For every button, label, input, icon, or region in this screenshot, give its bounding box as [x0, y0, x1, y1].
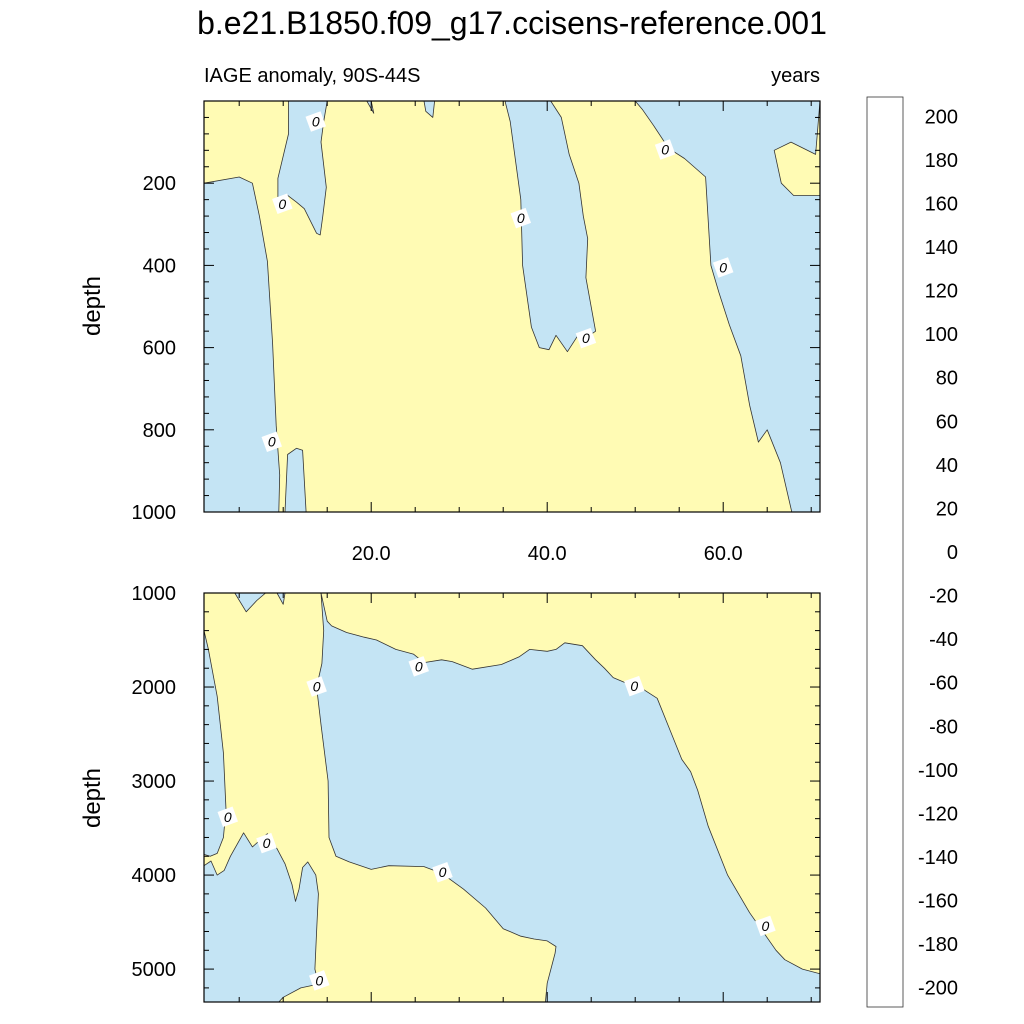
colorbar-tick-label: 120 — [925, 281, 958, 303]
colorbar-tick-label: -140 — [918, 847, 958, 869]
contour-label: 0 — [313, 679, 321, 695]
contour-label: 0 — [439, 864, 447, 880]
contour-label-box — [256, 832, 277, 854]
colorbar-tick-label: -40 — [929, 629, 958, 651]
units-label: years — [771, 65, 820, 87]
y-tick-label: 1000 — [132, 502, 177, 524]
chart-subtitle: IAGE anomaly, 90S-44S — [204, 65, 420, 87]
negative-anomaly-region — [634, 101, 820, 512]
x-tick-label: 40.0 — [528, 543, 567, 565]
contour-label: 0 — [268, 434, 276, 450]
colorbar-tick-label: -160 — [918, 891, 958, 913]
x-tick-label: 60.0 — [704, 543, 743, 565]
colorbar-tick-label: 60 — [936, 411, 958, 433]
chart-title: b.e21.B1850.f09_g17.ccisens-reference.00… — [197, 5, 827, 41]
y-tick-label: 2000 — [132, 677, 177, 699]
colorbar-frame — [866, 96, 904, 1008]
colorbar-tick-label: 100 — [925, 324, 958, 346]
plot-frame — [203, 100, 821, 513]
contour-label: 0 — [278, 196, 286, 212]
plot-frame — [203, 592, 821, 1003]
colorbar-tick-label: 200 — [925, 106, 958, 128]
contour-label-box — [510, 207, 532, 229]
contour-label: 0 — [582, 330, 590, 346]
colorbar-tick-label: -60 — [929, 673, 958, 695]
colorbar-tick-label: 180 — [925, 150, 958, 172]
colorbar-tick-label: -80 — [929, 716, 958, 738]
colorbar-tick-label: -100 — [918, 760, 958, 782]
contour-label-box — [755, 915, 776, 937]
colorbar-tick-label: 40 — [936, 455, 958, 477]
contour-label-box — [408, 656, 429, 677]
contour-label-box — [261, 431, 283, 452]
y-tick-label: 800 — [143, 420, 176, 442]
contour-label-box — [712, 257, 734, 278]
contour-label-box — [432, 861, 453, 883]
negative-anomaly-region — [366, 101, 375, 114]
colorbar-tick-label: -120 — [918, 803, 958, 825]
contour-label-box — [575, 327, 597, 349]
contour-label-box — [306, 676, 327, 697]
y-tick-label: 200 — [143, 173, 176, 195]
upper-panel: 0 0 0 0 0 0 0 20.0 40.0 60.0 200 400 600 800 1000 depth — [79, 100, 821, 565]
contour-label: 0 — [517, 210, 525, 226]
negative-anomaly-region — [234, 593, 267, 613]
contour-label: 0 — [224, 809, 232, 825]
contour-label-box — [624, 675, 645, 697]
negative-anomaly-region — [284, 447, 307, 512]
negative-anomaly-region — [204, 101, 281, 512]
y-tick-label: 1000 — [132, 583, 177, 605]
contour-label-box — [305, 111, 327, 132]
colorbar: 200180160140120100806040200-20-40-60-80-… — [866, 96, 958, 1008]
contour-label-box — [217, 806, 239, 828]
colorbar-tick-label: -20 — [929, 586, 958, 608]
y-axis-label: depth — [79, 768, 106, 828]
contour-label-box — [309, 970, 330, 991]
colorbar-tick-label: 140 — [925, 237, 958, 259]
negative-anomaly-region — [277, 101, 328, 236]
colorbar-tick-label: 20 — [936, 498, 958, 520]
colorbar-tick-label: 80 — [936, 368, 958, 390]
contour-label: 0 — [415, 658, 423, 674]
contour-label: 0 — [315, 972, 323, 988]
contour-label: 0 — [630, 678, 638, 694]
colorbar-tick-label: -180 — [918, 934, 958, 956]
contour-label: 0 — [263, 835, 271, 851]
y-tick-label: 3000 — [132, 771, 177, 793]
y-tick-label: 600 — [143, 338, 176, 360]
y-tick-label: 400 — [143, 255, 176, 277]
contour-label: 0 — [661, 141, 669, 157]
contour-label: 0 — [762, 918, 770, 934]
contour-label-box — [272, 193, 293, 215]
x-tick-label: 20.0 — [352, 543, 391, 565]
negative-anomaly-region — [423, 101, 436, 118]
negative-anomaly-region — [204, 832, 319, 1002]
colorbar-tick-label: 160 — [925, 193, 958, 215]
contour-label: 0 — [719, 259, 727, 275]
colorbar-tick-label: -200 — [918, 978, 958, 1000]
negative-anomaly-region — [316, 593, 820, 1002]
y-tick-label: 4000 — [132, 865, 177, 887]
colorbar-tick-label: 0 — [947, 542, 958, 564]
y-tick-label: 5000 — [132, 959, 177, 981]
lower-panel: 0 0 0 0 0 0 0 0 1000 2000 3000 4000 5000 depth — [79, 583, 821, 1003]
y-axis-label: depth — [79, 276, 106, 336]
contour-label-box — [654, 139, 676, 160]
contour-label: 0 — [312, 114, 320, 130]
